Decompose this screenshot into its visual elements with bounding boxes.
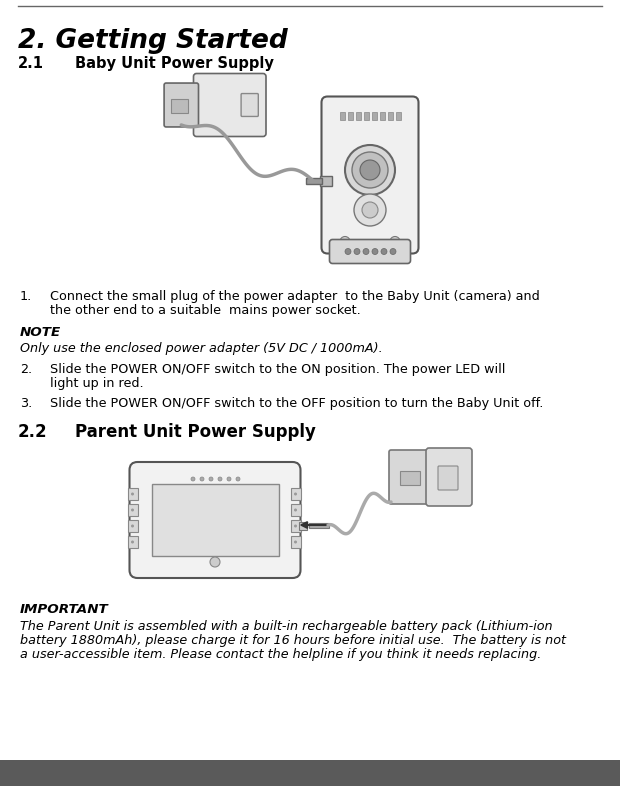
FancyBboxPatch shape [164, 83, 198, 127]
Text: the other end to a suitable  mains power socket.: the other end to a suitable mains power … [50, 304, 361, 317]
Bar [128, 488, 138, 500]
Text: Connect the small plug of the power adapter  to the Baby Unit (camera) and: Connect the small plug of the power adap… [50, 290, 540, 303]
Circle shape [200, 477, 204, 481]
Circle shape [340, 237, 350, 247]
Bar [364, 112, 369, 119]
Circle shape [131, 524, 134, 527]
Circle shape [131, 541, 134, 543]
Circle shape [345, 248, 351, 255]
Bar [372, 112, 377, 119]
Bar [309, 523, 329, 528]
Bar [400, 471, 420, 485]
Circle shape [390, 237, 400, 247]
Text: Only use the enclosed power adapter (5V DC / 1000mA).: Only use the enclosed power adapter (5V … [20, 342, 383, 355]
Bar [396, 112, 401, 119]
Bar [298, 522, 306, 530]
Text: NOTE: NOTE [20, 326, 61, 339]
Bar [388, 112, 393, 119]
Text: 2.1: 2.1 [18, 56, 44, 71]
Bar [319, 176, 332, 186]
Bar [128, 536, 138, 548]
Bar [0, 760, 620, 786]
Bar [306, 178, 322, 184]
FancyBboxPatch shape [241, 94, 259, 116]
Bar [128, 504, 138, 516]
Bar [171, 99, 188, 112]
Circle shape [227, 477, 231, 481]
Circle shape [354, 194, 386, 226]
Text: a user-accessible item. Please contact the helpline if you think it needs replac: a user-accessible item. Please contact t… [20, 648, 541, 661]
Circle shape [209, 477, 213, 481]
Circle shape [352, 152, 388, 188]
Text: 3.: 3. [20, 397, 32, 410]
Circle shape [363, 248, 369, 255]
Circle shape [390, 248, 396, 255]
Bar [348, 112, 353, 119]
Bar [340, 112, 345, 119]
Circle shape [294, 541, 297, 543]
Text: 1.: 1. [20, 290, 32, 303]
Bar [291, 504, 301, 516]
Text: light up in red.: light up in red. [50, 377, 144, 390]
Text: Slide the POWER ON/OFF switch to the OFF position to turn the Baby Unit off.: Slide the POWER ON/OFF switch to the OFF… [50, 397, 543, 410]
Bar [291, 536, 301, 548]
Text: battery 1880mAh), please charge it for 16 hours before initial use.  The battery: battery 1880mAh), please charge it for 1… [20, 634, 566, 647]
Circle shape [345, 145, 395, 195]
FancyBboxPatch shape [426, 448, 472, 506]
Bar [356, 112, 361, 119]
Text: Getting Started: Getting Started [515, 768, 602, 778]
Bar [380, 112, 385, 119]
FancyBboxPatch shape [322, 97, 419, 254]
Bar [291, 488, 301, 500]
FancyBboxPatch shape [193, 74, 266, 137]
FancyBboxPatch shape [438, 466, 458, 490]
Circle shape [294, 509, 297, 512]
FancyBboxPatch shape [130, 462, 301, 578]
Bar [291, 520, 301, 532]
Text: IMPORTANT: IMPORTANT [20, 603, 108, 616]
Circle shape [191, 477, 195, 481]
Circle shape [131, 493, 134, 495]
Circle shape [294, 524, 297, 527]
Circle shape [360, 160, 380, 180]
Text: 2.2: 2.2 [18, 423, 48, 441]
Circle shape [372, 248, 378, 255]
Bar [151, 484, 278, 556]
Circle shape [218, 477, 222, 481]
Text: Baby Unit Power Supply: Baby Unit Power Supply [75, 56, 274, 71]
Text: 10: 10 [18, 768, 32, 778]
Text: The Parent Unit is assembled with a built-in rechargeable battery pack (Lithium-: The Parent Unit is assembled with a buil… [20, 620, 552, 633]
Text: Parent Unit Power Supply: Parent Unit Power Supply [75, 423, 316, 441]
Circle shape [354, 248, 360, 255]
FancyBboxPatch shape [389, 450, 431, 504]
Text: 2.: 2. [20, 363, 32, 376]
FancyBboxPatch shape [329, 240, 410, 263]
Circle shape [381, 248, 387, 255]
Text: Slide the POWER ON/OFF switch to the ON position. The power LED will: Slide the POWER ON/OFF switch to the ON … [50, 363, 505, 376]
Circle shape [210, 557, 220, 567]
Text: 2. Getting Started: 2. Getting Started [18, 28, 288, 54]
Circle shape [236, 477, 240, 481]
Circle shape [131, 509, 134, 512]
Circle shape [362, 202, 378, 218]
Bar [128, 520, 138, 532]
Circle shape [294, 493, 297, 495]
